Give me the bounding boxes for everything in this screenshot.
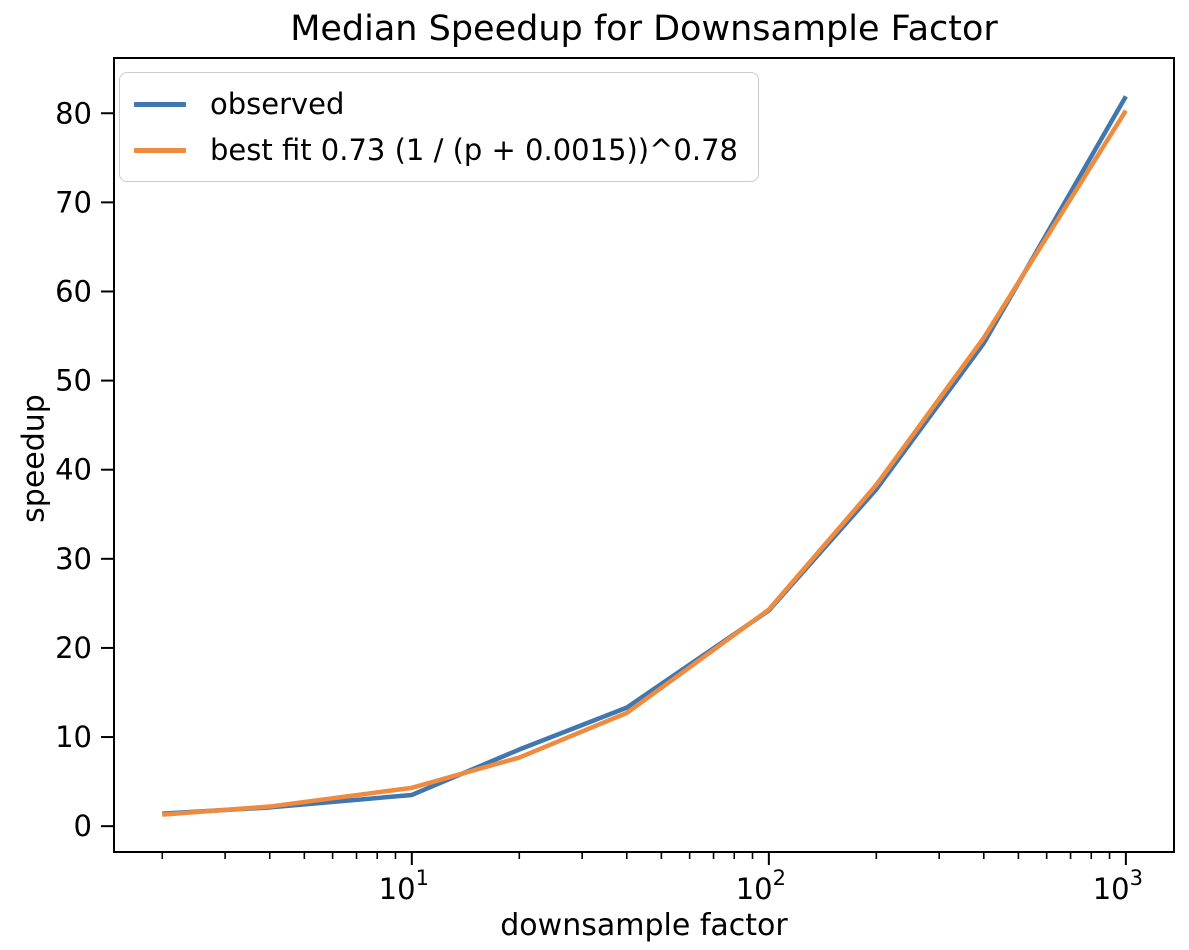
y-tick-label: 80 [55,96,92,130]
y-tick-label: 10 [55,720,92,754]
y-tick-label: 20 [55,631,92,665]
x-tick-label: 102 [736,866,786,906]
y-tick-label: 60 [55,274,92,308]
observed-line [162,95,1128,816]
legend: observed best fit 0.73 (1 / (p + 0.0015)… [119,72,759,182]
legend-item-best-fit: best fit 0.73 (1 / (p + 0.0015))^0.78 [134,133,738,167]
legend-item-observed: observed [134,87,738,121]
y-tick-label: 70 [55,185,92,219]
x-axis-label: downsample factor [500,908,788,943]
y-tick-label: 0 [74,809,92,843]
observed-line-swatch [134,101,186,107]
best-fit-line [162,109,1128,817]
y-tick-label: 50 [55,364,92,398]
y-tick-label: 30 [55,542,92,576]
y-axis-label: speedup [16,394,52,523]
x-tick-label: 101 [379,866,429,906]
y-tick-label: 40 [55,453,92,487]
chart-title: Median Speedup for Downsample Factor [290,9,998,49]
best-fit-line-swatch [134,147,186,153]
legend-label-observed: observed [210,87,345,121]
x-tick-label: 103 [1093,866,1143,906]
plot-spines [113,57,1175,853]
legend-label-best-fit: best fit 0.73 (1 / (p + 0.0015))^0.78 [210,133,738,167]
